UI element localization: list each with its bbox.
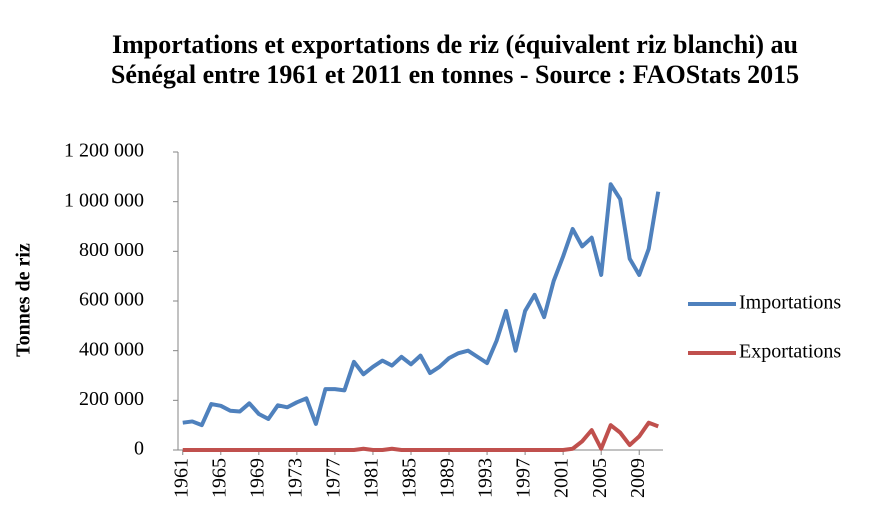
x-tick-label: 2009	[627, 458, 649, 498]
y-tick-label: 600 000	[79, 289, 144, 311]
y-tick-label: 400 000	[79, 338, 144, 360]
x-tick-label: 1965	[208, 458, 230, 498]
y-tick-label: 0	[134, 438, 144, 460]
series-line	[182, 182, 661, 428]
x-tick-label: 1997	[513, 458, 535, 498]
series-line	[182, 420, 659, 452]
legend-label: Exportations	[739, 341, 841, 363]
y-axis-label: Tonnes de riz	[13, 243, 35, 357]
x-tick-label: 2001	[551, 458, 573, 498]
y-tick-label: 200 000	[79, 388, 144, 410]
x-tick-label: 1961	[170, 458, 192, 498]
x-tick-label: 1973	[284, 458, 306, 498]
y-tick-label: 1 200 000	[64, 140, 144, 162]
x-tick-label: 1993	[475, 458, 497, 498]
x-tick-label: 1985	[399, 458, 421, 498]
legend-label: Importations	[739, 292, 841, 314]
x-tick-label: 1969	[246, 458, 268, 498]
x-tick-label: 1981	[361, 458, 383, 498]
chart-title: Importations et exportations de riz (équ…	[110, 30, 800, 89]
x-tick-label: 2005	[589, 458, 611, 498]
y-tick-label: 1 000 000	[64, 189, 144, 211]
y-tick-label: 800 000	[79, 239, 144, 261]
x-tick-label: 1989	[437, 458, 459, 498]
x-tick-label: 1977	[323, 458, 345, 498]
